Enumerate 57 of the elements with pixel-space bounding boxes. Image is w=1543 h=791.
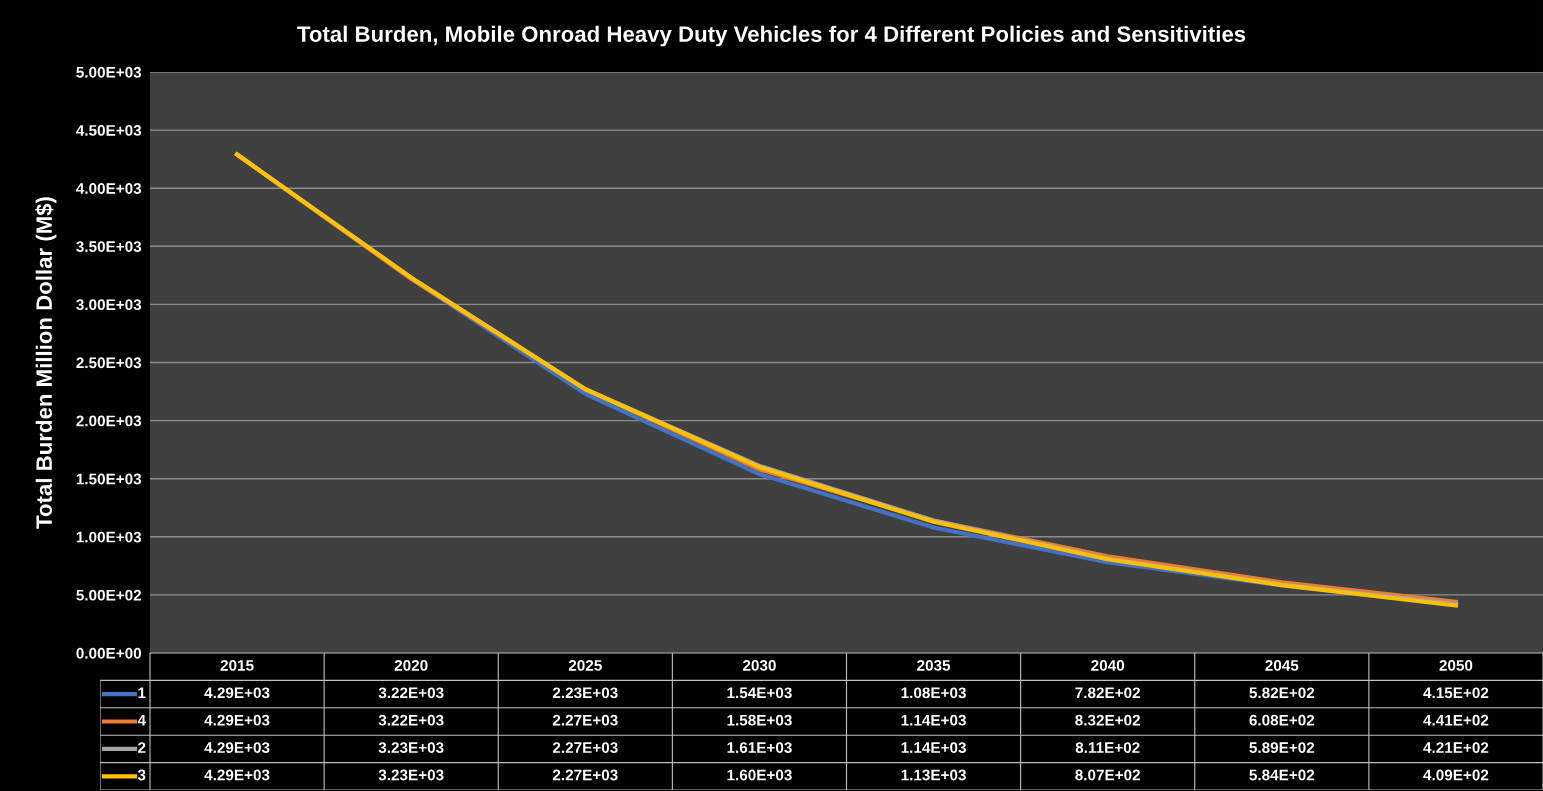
data-label: 3.22E+03 [378, 714, 444, 726]
data-label: 4.29E+03 [204, 687, 270, 699]
data-label: 7.82E+02 [1075, 687, 1140, 699]
data-label: 2.27E+03 [552, 742, 618, 754]
x-tick-label: 2045 [1265, 659, 1299, 671]
data-label: 3.23E+03 [378, 742, 444, 754]
y-tick-label: 0.00E+00 [76, 647, 142, 659]
y-tick-label: 5.00E+03 [76, 66, 142, 78]
x-tick-label: 2040 [1091, 659, 1125, 671]
data-label: 8.32E+02 [1075, 714, 1140, 726]
data-label: 2.23E+03 [552, 687, 618, 699]
x-tick-label: 2035 [917, 659, 951, 671]
y-tick-label: 4.50E+03 [76, 124, 142, 136]
data-label: 4.41E+02 [1423, 714, 1489, 726]
y-tick-label: 3.00E+03 [76, 299, 142, 311]
y-axis-title: Total Burden Million Dollar (M$) [35, 197, 57, 529]
data-label: 1.58E+03 [727, 714, 792, 726]
x-tick-label: 2030 [742, 659, 776, 671]
data-label: 1.08E+03 [901, 687, 966, 699]
data-label: 1.14E+03 [901, 714, 966, 726]
data-label: 5.82E+02 [1249, 687, 1315, 699]
y-tick-label: 1.50E+03 [76, 473, 142, 485]
x-tick-label: 2050 [1439, 659, 1473, 671]
x-tick-label: 2025 [568, 659, 602, 671]
data-label: 2.27E+03 [552, 769, 618, 781]
y-tick-label: 2.00E+03 [76, 415, 142, 427]
data-label: 3.22E+03 [378, 687, 444, 699]
legend-label: 3 [137, 769, 146, 781]
legend-label: 2 [138, 742, 146, 753]
data-label: 8.07E+02 [1075, 769, 1140, 781]
data-label: 1.54E+03 [727, 687, 792, 699]
x-tick-label: 2020 [394, 659, 428, 671]
data-label: 4.29E+03 [204, 742, 270, 754]
data-label: 4.09E+02 [1423, 769, 1489, 781]
y-tick-label: 3.50E+03 [76, 241, 142, 253]
y-tick-label: 5.00E+02 [76, 589, 142, 601]
chart-title: Total Burden, Mobile Onroad Heavy Duty Vehicles for 4 Different Policies and Sensitivities [297, 25, 1246, 47]
data-label: 4.29E+03 [204, 714, 270, 726]
x-tick-label: 2015 [220, 659, 254, 671]
y-tick-label: 4.00E+03 [76, 183, 142, 194]
data-label: 1.13E+03 [901, 769, 966, 781]
data-label: 1.14E+03 [901, 742, 966, 754]
data-label: 5.84E+02 [1249, 769, 1315, 781]
data-label: 8.11E+02 [1075, 742, 1140, 753]
data-label: 6.08E+02 [1249, 714, 1315, 726]
legend-label: 1 [138, 687, 146, 699]
data-label: 4.29E+03 [204, 769, 270, 781]
data-label: 1.61E+03 [727, 742, 792, 754]
data-label: 4.21E+02 [1423, 742, 1489, 753]
data-label: 2.27E+03 [552, 714, 618, 726]
legend-label: 4 [137, 714, 146, 726]
data-label: 4.15E+02 [1423, 687, 1489, 699]
data-label: 1.60E+03 [727, 769, 792, 781]
y-tick-label: 2.50E+03 [76, 357, 142, 369]
data-label: 5.89E+02 [1249, 742, 1315, 753]
y-tick-label: 1.00E+03 [76, 531, 142, 543]
data-label: 3.23E+03 [378, 769, 444, 781]
